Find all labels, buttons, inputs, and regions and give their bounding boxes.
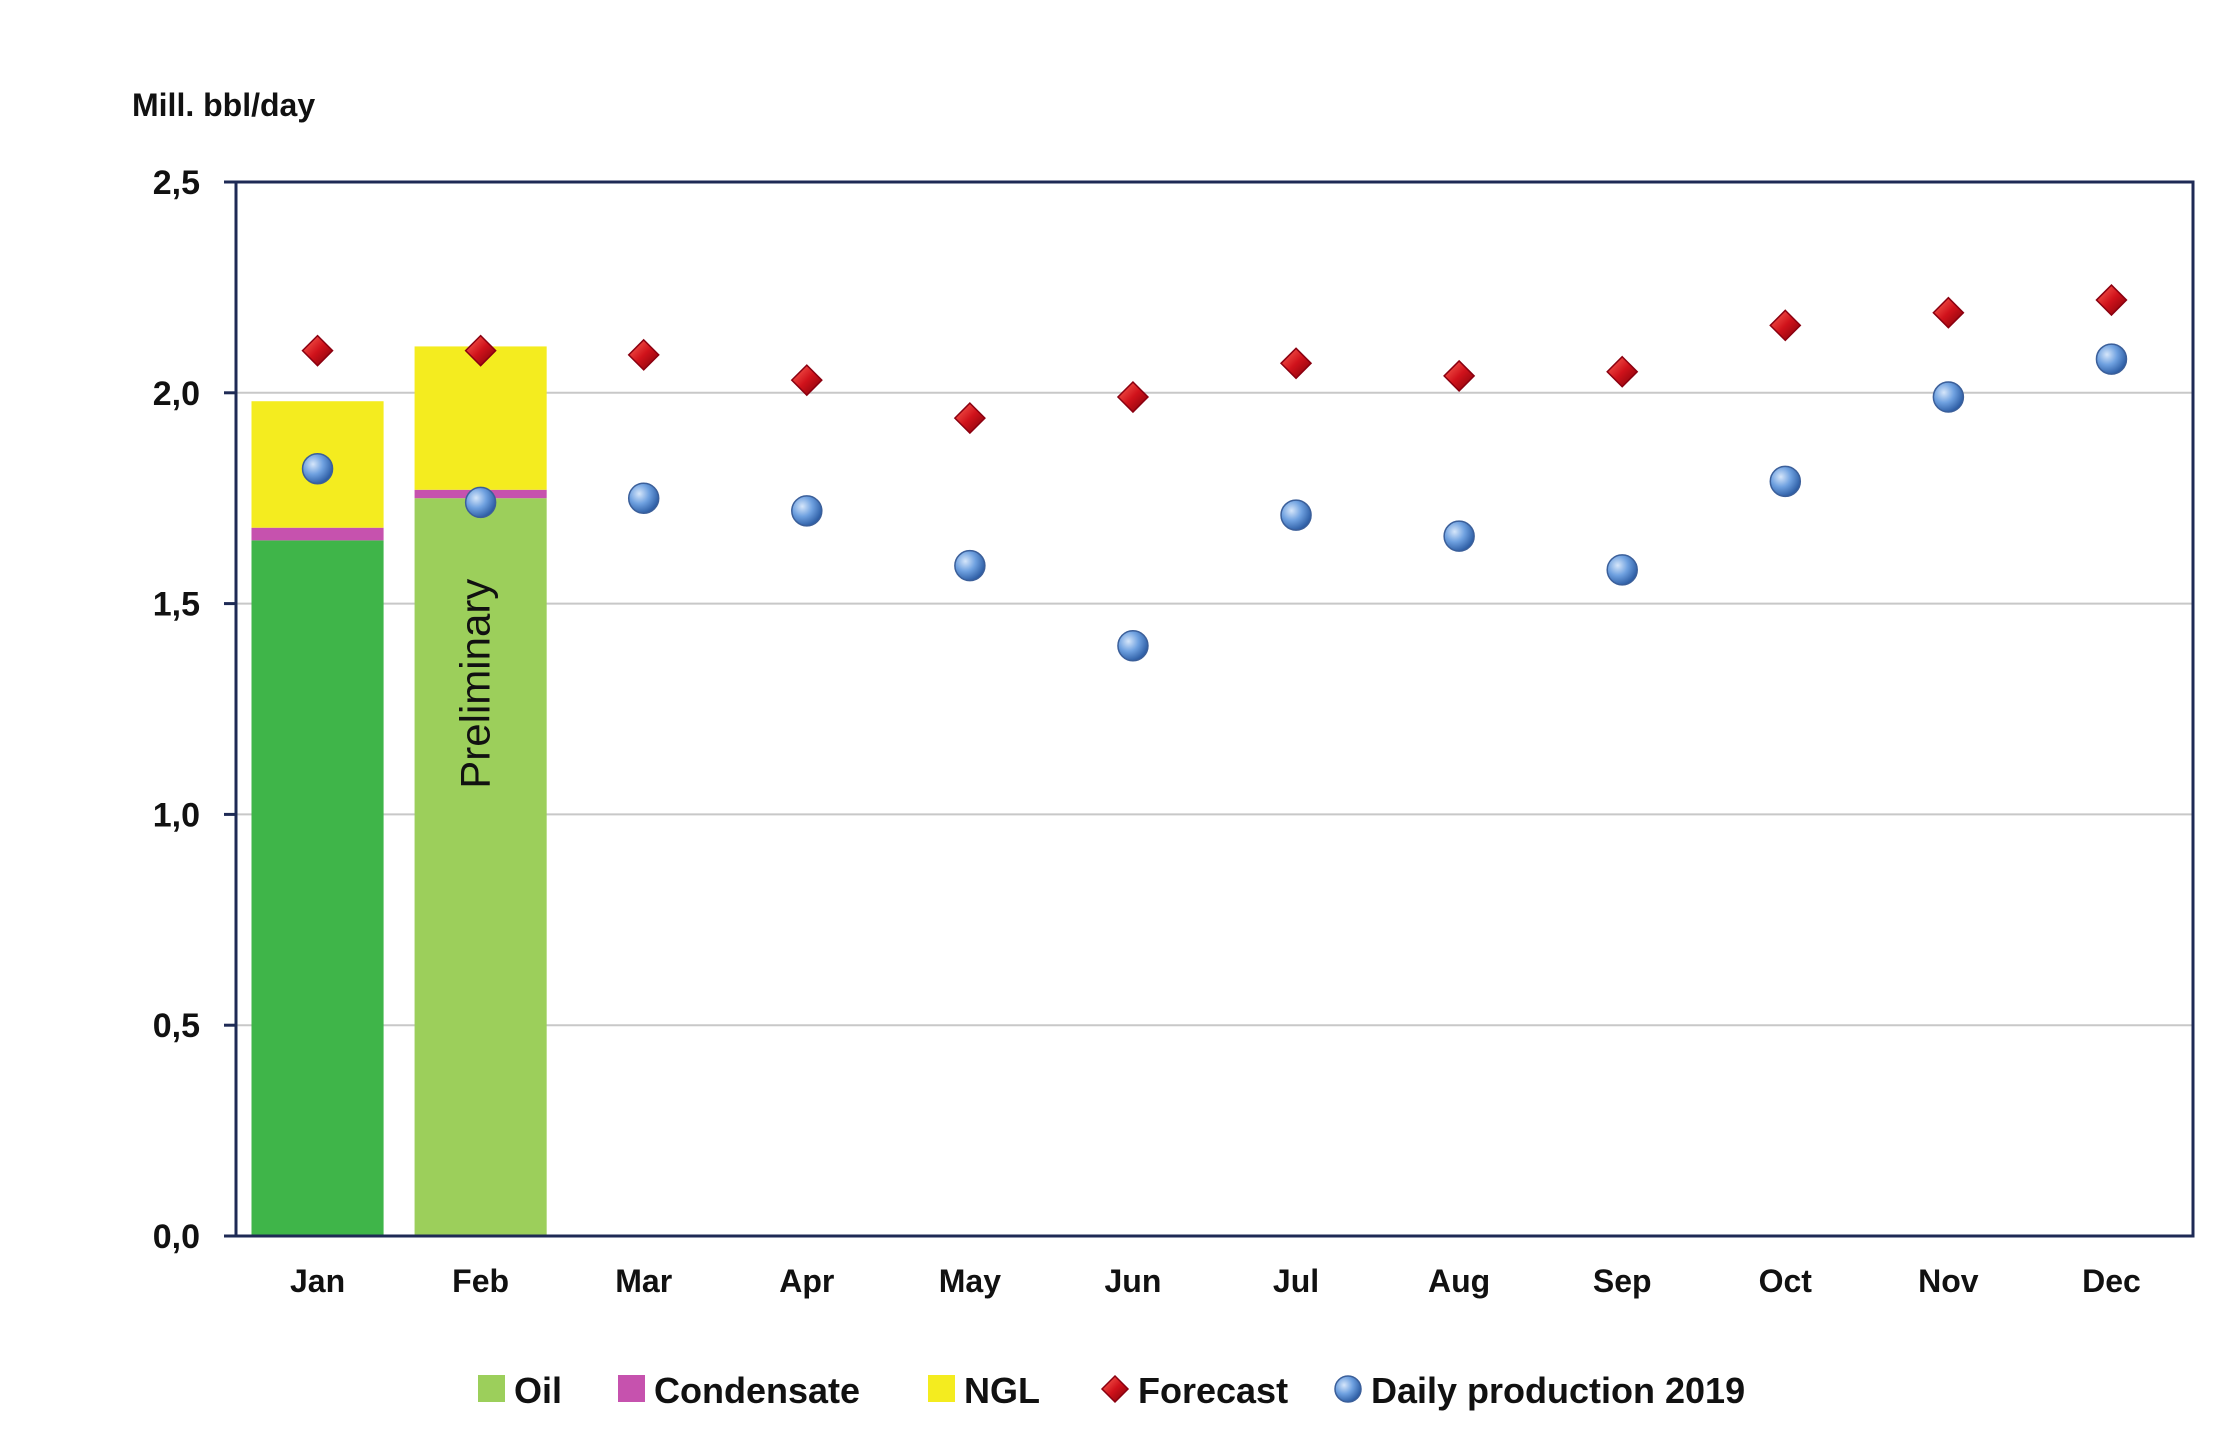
x-tick-label: Nov	[1918, 1263, 1979, 1299]
forecast-marker-nov	[1932, 296, 1965, 329]
forecast-marker-feb	[464, 334, 497, 367]
x-tick-label: Feb	[452, 1263, 509, 1299]
legend-swatch-daily-production	[1334, 1375, 1362, 1403]
x-tick-label: Oct	[1759, 1263, 1813, 1299]
daily-production-marker-may	[954, 549, 986, 582]
daily-production-marker-jan	[301, 452, 334, 485]
forecast-marker-may	[953, 402, 986, 435]
forecast-marker-jun	[1116, 380, 1150, 414]
x-tick-label: May	[939, 1263, 1001, 1299]
x-tick-label: Dec	[2082, 1263, 2141, 1299]
legend-label: Forecast	[1138, 1370, 1288, 1411]
y-tick-label: 1,5	[153, 586, 200, 624]
daily-production-marker-sep	[1606, 554, 1638, 586]
legend-swatch-forecast	[1100, 1374, 1130, 1404]
legend-label: Daily production 2019	[1371, 1370, 1745, 1411]
annotation-label: Preliminary	[452, 579, 499, 789]
forecast-marker-jan	[301, 334, 334, 367]
y-axis-unit-label: Mill. bbl/day	[132, 87, 315, 123]
x-tick-label: Aug	[1428, 1263, 1490, 1299]
y-tick-label: 0,0	[153, 1218, 200, 1256]
legend-swatch-oil	[478, 1375, 505, 1402]
daily-production-marker-apr	[791, 495, 823, 527]
bar-oil-feb	[414, 498, 547, 1236]
y-axis-ticks: 0,0 0,5 1,0 1,5 2,0 2,5	[153, 164, 236, 1256]
y-tick-label: 2,5	[153, 164, 200, 202]
x-axis-ticks: Jan Feb Mar Apr May Jun Jul Aug Sep Oct Nov Dec	[290, 1263, 2141, 1299]
daily-production-marker-jun	[1117, 630, 1149, 662]
bar-condensate-jan	[251, 527, 384, 541]
legend-label: Oil	[514, 1370, 562, 1411]
daily-production-marker-feb	[464, 486, 497, 519]
forecast-marker-oct	[1769, 309, 1802, 342]
point-markers	[301, 283, 2128, 662]
legend-swatch-ngl	[928, 1375, 955, 1402]
bar-oil-jan	[251, 540, 384, 1236]
daily-production-marker-dec	[2095, 343, 2128, 375]
legend-swatch-condensate	[618, 1375, 645, 1402]
x-tick-label: Sep	[1593, 1263, 1652, 1299]
daily-production-marker-mar	[627, 482, 660, 514]
plot-area-frame	[234, 180, 2195, 1238]
gridlines	[236, 391, 2193, 1027]
y-tick-label: 1,0	[153, 796, 200, 834]
x-tick-label: Jul	[1273, 1263, 1319, 1299]
daily-production-marker-jul	[1280, 499, 1312, 531]
forecast-marker-sep	[1606, 355, 1639, 388]
forecast-marker-dec	[2095, 283, 2128, 317]
daily-production-marker-aug	[1443, 520, 1475, 552]
y-tick-label: 0,5	[153, 1007, 200, 1045]
x-tick-label: Jan	[290, 1263, 345, 1299]
forecast-marker-apr	[790, 364, 823, 397]
annotations: Preliminary	[452, 579, 499, 789]
daily-production-marker-nov	[1932, 381, 1965, 413]
legend: Oil Condensate NGL Forecast Daily production…	[478, 1370, 1745, 1411]
forecast-marker-aug	[1443, 359, 1476, 392]
bar-ngl-feb	[414, 346, 547, 490]
y-tick-label: 2,0	[153, 375, 200, 413]
stacked-bars	[251, 346, 547, 1236]
forecast-marker-jul	[1279, 347, 1313, 380]
x-tick-label: Jun	[1105, 1263, 1162, 1299]
daily-production-marker-oct	[1769, 465, 1802, 498]
x-tick-label: Mar	[615, 1263, 672, 1299]
x-tick-label: Apr	[779, 1263, 834, 1299]
legend-label: Condensate	[654, 1370, 860, 1411]
forecast-marker-mar	[627, 338, 660, 371]
legend-label: NGL	[964, 1370, 1040, 1411]
